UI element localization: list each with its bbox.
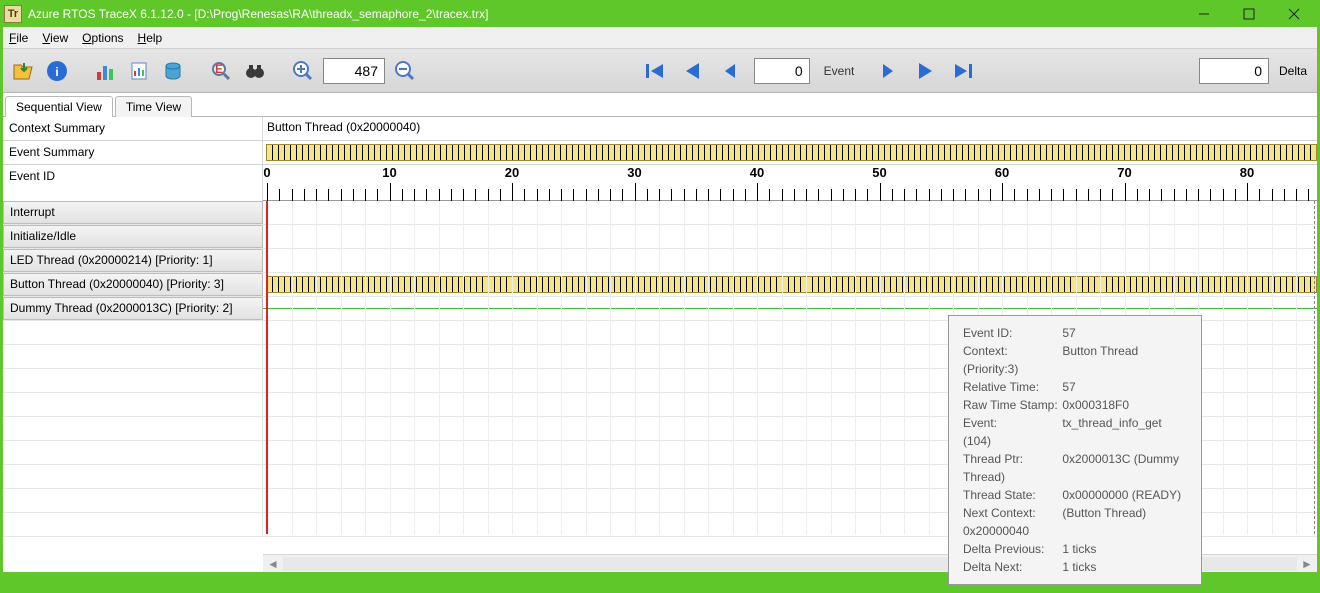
nav-prev-page-icon[interactable] bbox=[678, 57, 706, 85]
app-icon: Tr bbox=[4, 5, 22, 23]
maximize-button[interactable] bbox=[1226, 2, 1271, 25]
header-event-id: Event ID bbox=[3, 165, 263, 201]
menu-help[interactable]: Help bbox=[138, 31, 163, 45]
nav-first-icon[interactable] bbox=[640, 57, 668, 85]
menu-view[interactable]: View bbox=[42, 31, 68, 45]
zoom-out-icon[interactable] bbox=[391, 57, 419, 85]
info-icon[interactable]: i bbox=[43, 57, 71, 85]
find-event-icon[interactable]: E bbox=[207, 57, 235, 85]
nav-next-icon[interactable] bbox=[874, 57, 902, 85]
event-number-input[interactable] bbox=[323, 58, 385, 84]
header-context-summary: Context Summary bbox=[3, 117, 263, 140]
tab-time[interactable]: Time View bbox=[115, 96, 192, 117]
open-file-icon[interactable] bbox=[9, 57, 37, 85]
window-title: Azure RTOS TraceX 6.1.12.0 - [D:\Prog\Re… bbox=[28, 7, 1181, 21]
minimize-button[interactable] bbox=[1181, 2, 1226, 25]
toolbar: i E Event D bbox=[3, 49, 1317, 93]
svg-text:i: i bbox=[55, 65, 58, 79]
nav-next-page-icon[interactable] bbox=[912, 57, 940, 85]
nav-label: Event bbox=[824, 64, 855, 78]
scroll-right-icon[interactable]: ► bbox=[1299, 556, 1315, 572]
ruler: 01020304050607080 bbox=[263, 165, 1317, 201]
event-tooltip: Event ID: 57Context: Button Thread (Prio… bbox=[948, 315, 1202, 585]
thread-label[interactable]: Button Thread (0x20000040) [Priority: 3] bbox=[3, 273, 263, 296]
nav-value-input[interactable] bbox=[754, 58, 810, 84]
svg-text:E: E bbox=[215, 62, 223, 76]
delta-input[interactable] bbox=[1199, 58, 1269, 84]
view-tabs: Sequential View Time View bbox=[3, 93, 1317, 117]
menubar: File View Options Help bbox=[3, 27, 1317, 49]
close-button[interactable] bbox=[1271, 2, 1316, 25]
binoculars-icon[interactable] bbox=[241, 57, 269, 85]
nav-prev-icon[interactable] bbox=[716, 57, 744, 85]
thread-label[interactable]: LED Thread (0x20000214) [Priority: 1] bbox=[3, 249, 263, 272]
tab-sequential[interactable]: Sequential View bbox=[5, 96, 113, 117]
delta-label: Delta bbox=[1279, 64, 1307, 78]
report-icon[interactable] bbox=[125, 57, 153, 85]
bar-chart-icon[interactable] bbox=[91, 57, 119, 85]
header-event-summary: Event Summary bbox=[3, 141, 263, 164]
event-summary-band bbox=[266, 144, 1317, 161]
titlebar: Tr Azure RTOS TraceX 6.1.12.0 - [D:\Prog… bbox=[0, 0, 1320, 27]
nav-last-icon[interactable] bbox=[950, 57, 978, 85]
nav-controls: Event bbox=[640, 57, 979, 85]
thread-label[interactable]: Dummy Thread (0x2000013C) [Priority: 2] bbox=[3, 297, 263, 320]
scroll-left-icon[interactable]: ◄ bbox=[265, 556, 281, 572]
menu-options[interactable]: Options bbox=[82, 31, 123, 45]
zoom-in-icon[interactable] bbox=[289, 57, 317, 85]
context-thread-label: Button Thread (0x20000040) bbox=[267, 120, 420, 134]
thread-label[interactable]: Initialize/Idle bbox=[3, 225, 263, 248]
database-icon[interactable] bbox=[159, 57, 187, 85]
thread-event-band[interactable] bbox=[266, 276, 1317, 293]
thread-label[interactable]: Interrupt bbox=[3, 201, 263, 224]
menu-file[interactable]: File bbox=[9, 31, 28, 45]
